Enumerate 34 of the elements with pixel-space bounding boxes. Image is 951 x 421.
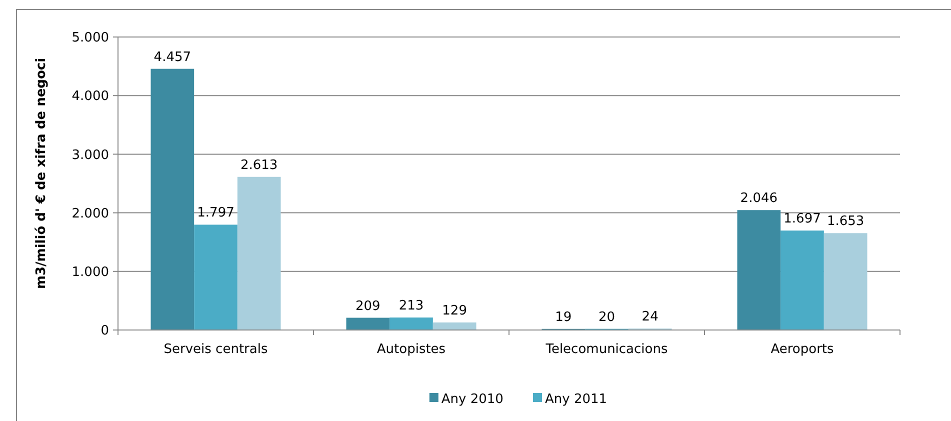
data-label: 129 <box>442 303 467 318</box>
y-tick-label: 1.000 <box>72 264 109 280</box>
bar <box>432 322 476 330</box>
data-label: 1.797 <box>197 206 234 221</box>
data-label: 19 <box>555 310 572 325</box>
y-tick-label: 5.000 <box>72 30 109 46</box>
bar <box>237 176 281 330</box>
bar <box>780 230 824 330</box>
legend-label: Any 2010 <box>441 392 504 407</box>
data-label: 2.613 <box>240 158 278 173</box>
y-tick-label: 2.000 <box>72 206 109 222</box>
data-label: 20 <box>598 310 616 325</box>
x-tick-label: Aeroports <box>770 342 834 357</box>
bar <box>346 318 390 330</box>
data-label: 4.457 <box>154 50 192 65</box>
x-tick-label: Autopistes <box>376 342 446 357</box>
x-tick-label: Serveis centrals <box>164 342 268 357</box>
data-label: 209 <box>356 298 380 314</box>
data-label: 213 <box>398 298 424 314</box>
x-tick-label: Telecomunicacions <box>544 342 668 357</box>
bar <box>824 233 868 330</box>
bar <box>150 68 194 330</box>
legend-label: Any 2011 <box>545 392 608 407</box>
y-tick-label: 0 <box>100 324 109 339</box>
data-label: 1.697 <box>784 212 821 227</box>
y-axis-title: m3/milió d' € de xifra de negoci <box>34 58 49 290</box>
bar <box>737 210 781 330</box>
bar <box>194 224 238 330</box>
bar <box>390 318 433 330</box>
data-label: 24 <box>642 310 658 325</box>
data-label: 1.653 <box>826 214 864 230</box>
y-tick-label: 3.000 <box>72 148 109 163</box>
data-label: 2.046 <box>740 191 778 206</box>
y-tick-label: 4.000 <box>72 89 109 104</box>
